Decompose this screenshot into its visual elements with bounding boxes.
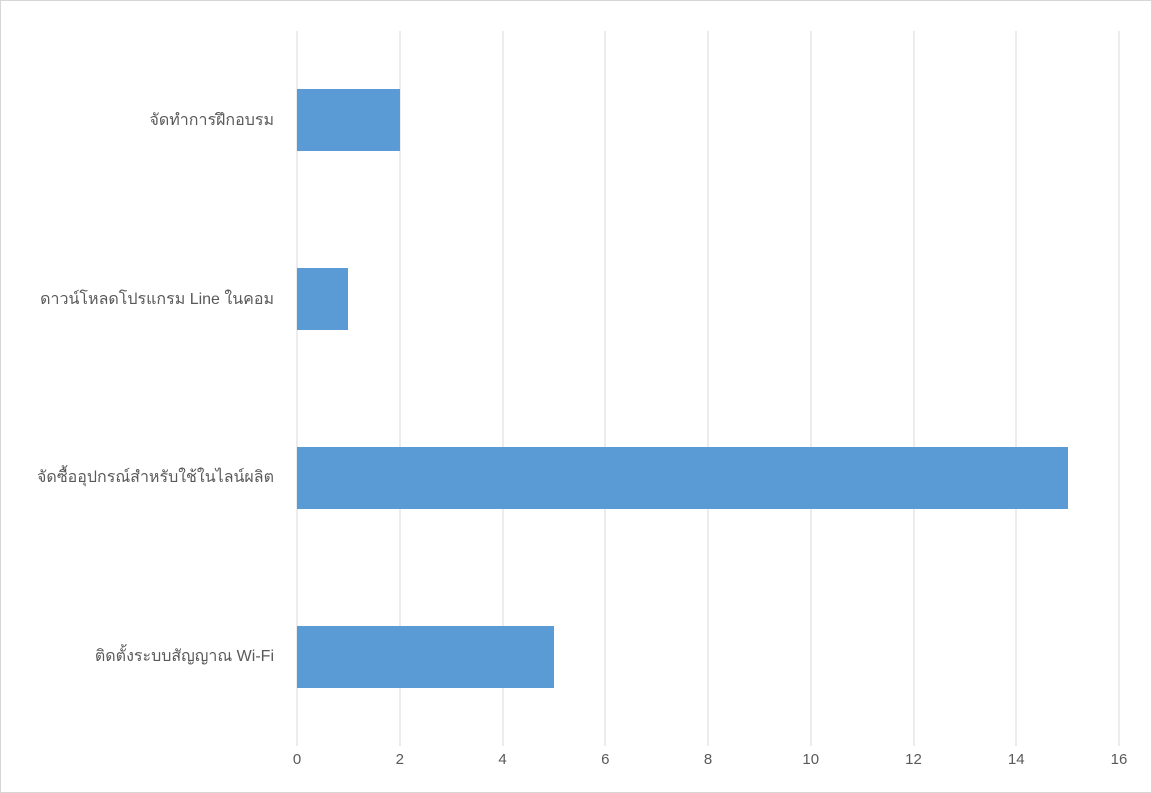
gridline <box>296 31 298 746</box>
x-tick-label: 10 <box>802 751 820 768</box>
plot-area <box>296 31 1120 746</box>
x-tick-label: 14 <box>1007 751 1025 768</box>
gridline <box>707 31 709 746</box>
bar <box>297 446 1068 509</box>
category-label: จัดซื้ออุปกรณ์สำหรับใช้ในไลน์ผลิต <box>37 469 274 487</box>
x-tick-label: 16 <box>1110 751 1128 768</box>
gridline <box>502 31 503 746</box>
gridline <box>604 31 606 746</box>
x-axis: 0 2 4 6 8 10 12 14 16 <box>293 751 1128 775</box>
category-label: ดาวน์โหลดโปรแกรม Line ในคอม <box>40 290 274 308</box>
x-tick-label: 0 <box>292 751 302 768</box>
category-label: ติดตั้งระบบสัญญาณ Wi-Fi <box>94 648 274 666</box>
x-tick-label: 12 <box>905 751 922 768</box>
category-label: จัดทำการฝึกอบรม <box>149 111 274 129</box>
gridline <box>810 31 812 746</box>
x-tick-label: 2 <box>395 751 404 768</box>
x-tick-label: 6 <box>601 751 610 768</box>
x-tick-label: 4 <box>498 751 507 768</box>
category-axis: จัดทำการฝึกอบรมดาวน์โหลดโปรแกรม Line ในค… <box>1 31 285 746</box>
bar <box>297 268 349 331</box>
gridline <box>1015 31 1017 746</box>
gridline <box>913 31 914 746</box>
x-tick-label: 8 <box>703 751 713 768</box>
gridline <box>399 31 401 746</box>
gridline <box>1118 31 1120 746</box>
bar <box>297 89 400 152</box>
bar <box>297 625 554 688</box>
